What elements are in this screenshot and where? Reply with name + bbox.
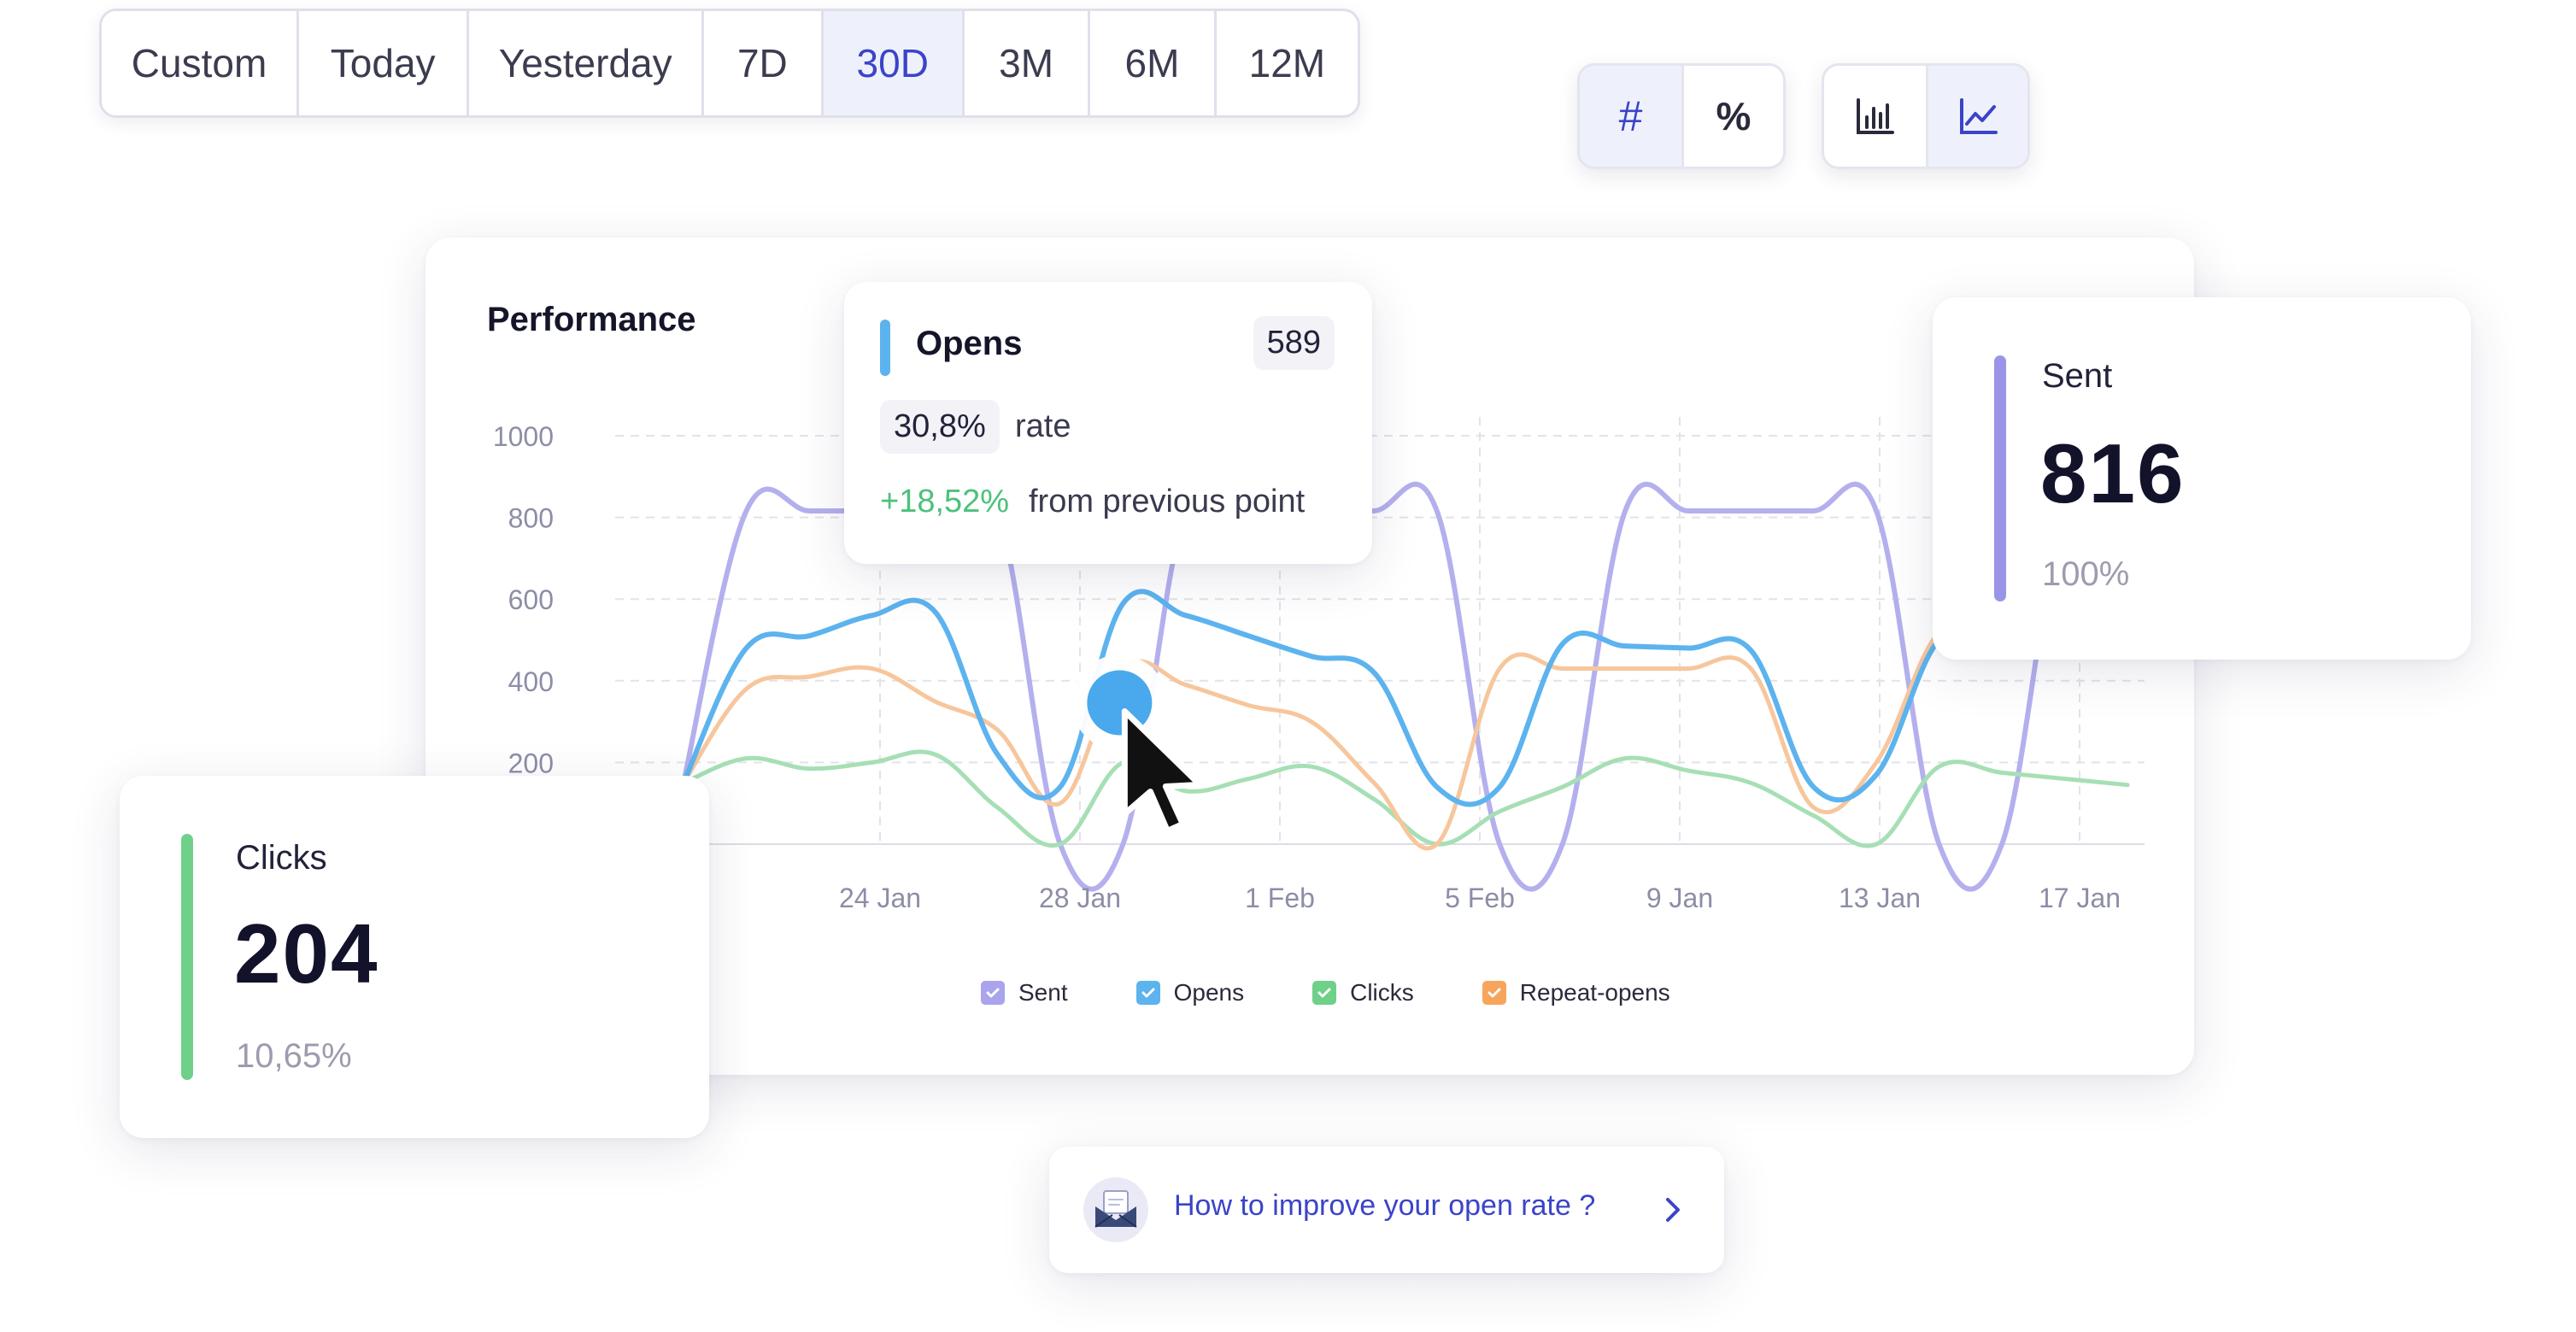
legend-label: Repeat-opens bbox=[1519, 979, 1670, 1006]
tooltip-series-name: Opens bbox=[916, 325, 1023, 362]
x-tick-label: 28 Jan bbox=[1039, 883, 1121, 913]
range-option-custom[interactable]: Custom bbox=[102, 11, 300, 115]
sent-stat-card: Sent 816 100% bbox=[1933, 297, 2471, 660]
series-color-indicator bbox=[880, 320, 890, 376]
count-mode-button[interactable]: # bbox=[1580, 66, 1681, 167]
x-tick-label: 1 Feb bbox=[1245, 883, 1315, 913]
open-rate-help-link[interactable]: How to improve your open rate ? bbox=[1049, 1147, 1724, 1273]
legend-item-clicks[interactable]: Clicks bbox=[1312, 979, 1414, 1006]
line-chart-button[interactable] bbox=[1925, 66, 2027, 167]
x-tick-label: 9 Jan bbox=[1646, 883, 1713, 913]
legend-item-sent[interactable]: Sent bbox=[981, 979, 1068, 1006]
legend-item-repeat-opens[interactable]: Repeat-opens bbox=[1482, 979, 1670, 1006]
y-tick-label: 800 bbox=[508, 503, 554, 534]
range-option-7d[interactable]: 7D bbox=[704, 11, 824, 115]
date-range-selector: Custom Today Yesterday 7D 30D 3M 6M 12M bbox=[99, 9, 1360, 118]
envelope-icon bbox=[1083, 1177, 1148, 1242]
bar-chart-button[interactable] bbox=[1824, 66, 1926, 167]
series-line-opens bbox=[681, 589, 2130, 807]
tooltip-change-label: from previous point bbox=[1029, 484, 1306, 519]
sent-value: 816 bbox=[2040, 426, 2186, 520]
checkbox-checked-icon bbox=[1482, 981, 1506, 1005]
series-line-repeat-opens bbox=[681, 609, 2130, 851]
chart-legend: Sent Opens Clicks Repeat-opens bbox=[981, 979, 1670, 1006]
y-tick-label: 400 bbox=[508, 666, 554, 697]
range-option-12m[interactable]: 12M bbox=[1248, 41, 1326, 85]
sent-percent: 100% bbox=[2042, 555, 2130, 593]
legend-label: Clicks bbox=[1350, 979, 1414, 1006]
line-chart-icon bbox=[1959, 98, 1998, 134]
range-option-6m[interactable]: 6M bbox=[1090, 11, 1217, 115]
legend-item-opens[interactable]: Opens bbox=[1135, 979, 1245, 1006]
chart-title: Performance bbox=[487, 301, 696, 338]
checkbox-checked-icon bbox=[1312, 981, 1337, 1005]
chart-tooltip: Opens 589 30,8% rate +18,52% from previo… bbox=[844, 282, 1372, 564]
tooltip-rate-label: rate bbox=[1015, 408, 1071, 444]
clicks-value: 204 bbox=[234, 907, 379, 1000]
tooltip-change: +18,52% bbox=[880, 484, 1010, 519]
hash-icon: # bbox=[1618, 92, 1643, 140]
range-option-3m[interactable]: 3M bbox=[965, 11, 1091, 115]
x-tick-label: 5 Feb bbox=[1445, 883, 1515, 913]
bar-chart-icon bbox=[1857, 98, 1895, 134]
y-tick-label: 1000 bbox=[493, 421, 554, 452]
legend-label: Opens bbox=[1173, 979, 1245, 1006]
value-mode-toggle: # % bbox=[1577, 63, 1786, 169]
range-option-30d[interactable]: 30D bbox=[823, 11, 965, 115]
clicks-percent: 10,65% bbox=[236, 1037, 352, 1075]
percent-icon: % bbox=[1716, 94, 1752, 138]
clicks-color-indicator bbox=[181, 834, 193, 1080]
legend-label: Sent bbox=[1018, 979, 1068, 1006]
help-link-text[interactable]: How to improve your open rate ? bbox=[1174, 1189, 1596, 1222]
clicks-stat-card: Clicks 204 10,65% bbox=[120, 776, 709, 1138]
tooltip-count: 589 bbox=[1253, 316, 1335, 370]
y-tick-label: 600 bbox=[508, 584, 554, 615]
x-tick-label: 17 Jan bbox=[2039, 883, 2121, 913]
y-tick-label: 200 bbox=[508, 748, 554, 778]
x-tick-label: 24 Jan bbox=[839, 883, 921, 913]
sent-label: Sent bbox=[2042, 357, 2113, 395]
checkbox-checked-icon bbox=[981, 981, 1005, 1005]
sent-color-indicator bbox=[1994, 355, 2006, 601]
checkbox-checked-icon bbox=[1135, 981, 1160, 1005]
x-tick-label: 13 Jan bbox=[1839, 883, 1921, 913]
chart-type-toggle bbox=[1822, 63, 2030, 169]
tooltip-rate: 30,8% bbox=[880, 400, 1000, 454]
range-option-yesterday[interactable]: Yesterday bbox=[469, 11, 705, 115]
clicks-label: Clicks bbox=[236, 839, 327, 877]
chevron-right-icon[interactable] bbox=[1656, 1184, 1690, 1235]
percent-mode-button[interactable]: % bbox=[1681, 66, 1783, 167]
range-option-today[interactable]: Today bbox=[299, 11, 470, 115]
mouse-cursor-icon bbox=[1121, 707, 1203, 834]
